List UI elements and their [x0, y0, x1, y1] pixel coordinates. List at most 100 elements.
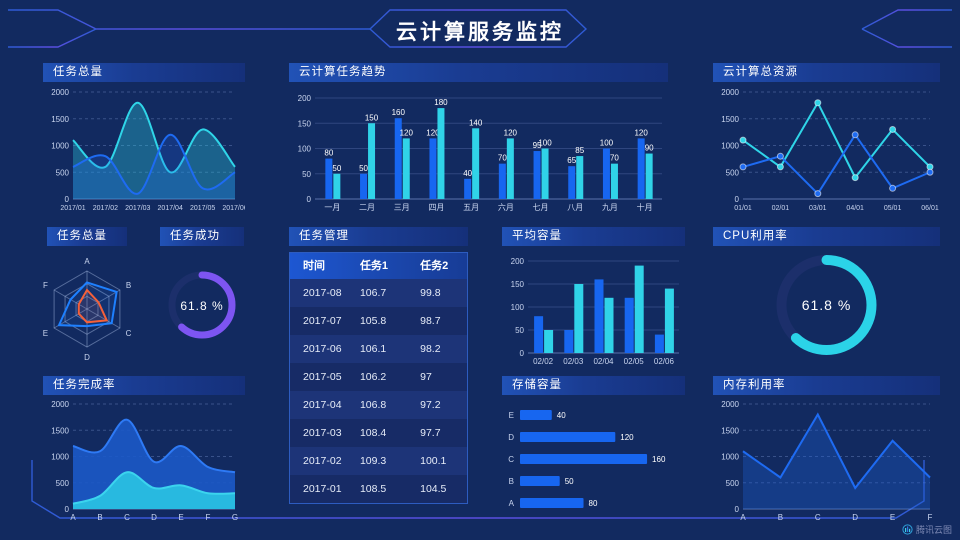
svg-text:120: 120: [634, 128, 648, 137]
svg-text:160: 160: [392, 108, 406, 117]
svg-text:二月: 二月: [359, 203, 375, 212]
brand-watermark: 腾讯云图: [902, 523, 952, 536]
table-cell: 104.5: [420, 483, 447, 495]
svg-text:04/01: 04/01: [846, 205, 864, 212]
svg-text:C: C: [126, 329, 132, 338]
table-row: 2017-06 106.1 98.2: [290, 335, 467, 363]
svg-text:200: 200: [511, 257, 525, 266]
svg-text:A: A: [740, 513, 746, 522]
task-success-gauge: 61.8 %: [160, 250, 244, 360]
svg-text:200: 200: [298, 94, 312, 103]
table-cell: 2017-06: [303, 343, 342, 355]
svg-text:1500: 1500: [721, 426, 739, 435]
panel-title-storage-capacity: 存储容量: [502, 376, 685, 395]
table-cell: 98.7: [420, 315, 441, 327]
svg-text:65: 65: [567, 156, 576, 165]
task-table-header: 时间 任务1 任务2: [290, 253, 467, 279]
svg-text:61.8 %: 61.8 %: [802, 297, 852, 313]
table-cell: 108.5: [359, 483, 387, 495]
cpu-usage-gauge: 61.8 %: [713, 248, 940, 362]
svg-text:90: 90: [645, 144, 654, 153]
svg-text:十月: 十月: [637, 202, 653, 212]
svg-text:一月: 一月: [324, 203, 340, 212]
panel-title-task-total-line: 任务总量: [43, 63, 245, 82]
svg-text:B: B: [126, 281, 131, 290]
svg-text:40: 40: [463, 169, 472, 178]
table-column-header: 任务2: [420, 260, 449, 272]
svg-text:03/01: 03/01: [809, 205, 827, 212]
svg-text:50: 50: [565, 477, 574, 486]
svg-text:500: 500: [56, 479, 70, 488]
svg-text:1000: 1000: [51, 142, 69, 151]
svg-text:D: D: [84, 353, 90, 362]
table-cell: 105.8: [359, 315, 387, 327]
panel-title-average-capacity: 平均容量: [502, 227, 685, 246]
svg-text:50: 50: [302, 170, 311, 179]
svg-text:A: A: [509, 499, 515, 508]
panel-title-cpu-usage: CPU利用率: [713, 227, 940, 246]
panel-title-task-completion: 任务完成率: [43, 376, 245, 395]
svg-text:1500: 1500: [51, 115, 69, 124]
svg-text:1000: 1000: [721, 453, 739, 462]
svg-text:50: 50: [359, 164, 368, 173]
svg-text:八月: 八月: [567, 203, 583, 212]
task-total-line-chart: 0 500 1000 1500 2000 2017/01 2017/02 2017/03 201…: [43, 84, 245, 214]
svg-text:E: E: [43, 329, 48, 338]
table-cell: 106.2: [359, 371, 387, 383]
table-cell: 2017-03: [303, 427, 342, 439]
task-completion-area-chart: 0 500 1000 1500 2000 A B C D E F G: [43, 396, 245, 524]
table-cell: 97.2: [420, 399, 441, 411]
table-column-header: 时间: [303, 260, 325, 272]
svg-text:05/01: 05/01: [884, 205, 902, 212]
table-row: 2017-08 106.7 99.8: [290, 279, 467, 307]
task-table-body: 2017-08 106.7 99.8 2017-07 105.8 98.7 2017-06 1…: [290, 279, 467, 503]
table-row: 2017-04 106.8 97.2: [290, 391, 467, 419]
table-cell: 108.4: [359, 427, 387, 439]
svg-text:三月: 三月: [394, 203, 410, 212]
svg-text:2000: 2000: [721, 400, 739, 409]
svg-text:140: 140: [469, 118, 483, 127]
table-cell: 109.3: [359, 455, 387, 467]
svg-text:F: F: [928, 513, 933, 522]
cloud-total-resources-line-chart: 0 500 1000 1500 2000 01/01 02/01 03/01 04/01 05/0…: [713, 84, 940, 214]
svg-text:1500: 1500: [721, 115, 739, 124]
svg-text:0: 0: [735, 195, 740, 204]
svg-text:C: C: [508, 455, 514, 464]
svg-text:0: 0: [307, 195, 312, 204]
svg-text:06/01: 06/01: [921, 205, 939, 212]
panel-title-task-table: 任务管理: [289, 227, 468, 246]
svg-text:1000: 1000: [721, 142, 739, 151]
svg-text:2017/04: 2017/04: [158, 205, 183, 212]
table-cell: 97: [420, 371, 432, 383]
svg-text:D: D: [508, 433, 514, 442]
svg-text:120: 120: [426, 128, 440, 137]
svg-text:150: 150: [365, 113, 379, 122]
svg-text:C: C: [124, 513, 130, 522]
svg-text:02/02: 02/02: [533, 357, 554, 366]
svg-text:2017/01: 2017/01: [60, 205, 85, 212]
table-cell: 2017-04: [303, 399, 342, 411]
svg-text:1500: 1500: [51, 426, 69, 435]
task-table: 时间 任务1 任务2 2017-08 106.7 99.8 2017-07 105.8 98.…: [289, 252, 468, 504]
svg-text:A: A: [70, 513, 76, 522]
average-capacity-bar-chart: 0 50 100 150 200 02/02 02/03 02/04 02/05 02/06: [502, 247, 685, 368]
svg-text:2017/05: 2017/05: [190, 205, 215, 212]
svg-text:150: 150: [298, 119, 312, 128]
svg-text:1000: 1000: [51, 453, 69, 462]
svg-text:100: 100: [298, 145, 312, 154]
svg-text:2017/03: 2017/03: [125, 205, 150, 212]
svg-text:E: E: [178, 513, 183, 522]
svg-text:2000: 2000: [721, 88, 739, 97]
memory-usage-line-chart: 0 500 1000 1500 2000 A B C D E F: [713, 396, 940, 524]
svg-text:02/06: 02/06: [654, 357, 675, 366]
svg-text:E: E: [509, 411, 514, 420]
svg-text:0: 0: [65, 505, 70, 514]
svg-text:五月: 五月: [463, 203, 479, 212]
cloud-task-trend-bar-chart: 0 50 100 150 200 一月 80 50 二月 50 150 三月 160 120 四月 120 18…: [289, 84, 668, 214]
svg-text:B: B: [509, 477, 514, 486]
svg-text:D: D: [151, 513, 157, 522]
svg-text:160: 160: [652, 455, 666, 464]
svg-text:E: E: [890, 513, 895, 522]
svg-text:02/04: 02/04: [593, 357, 614, 366]
